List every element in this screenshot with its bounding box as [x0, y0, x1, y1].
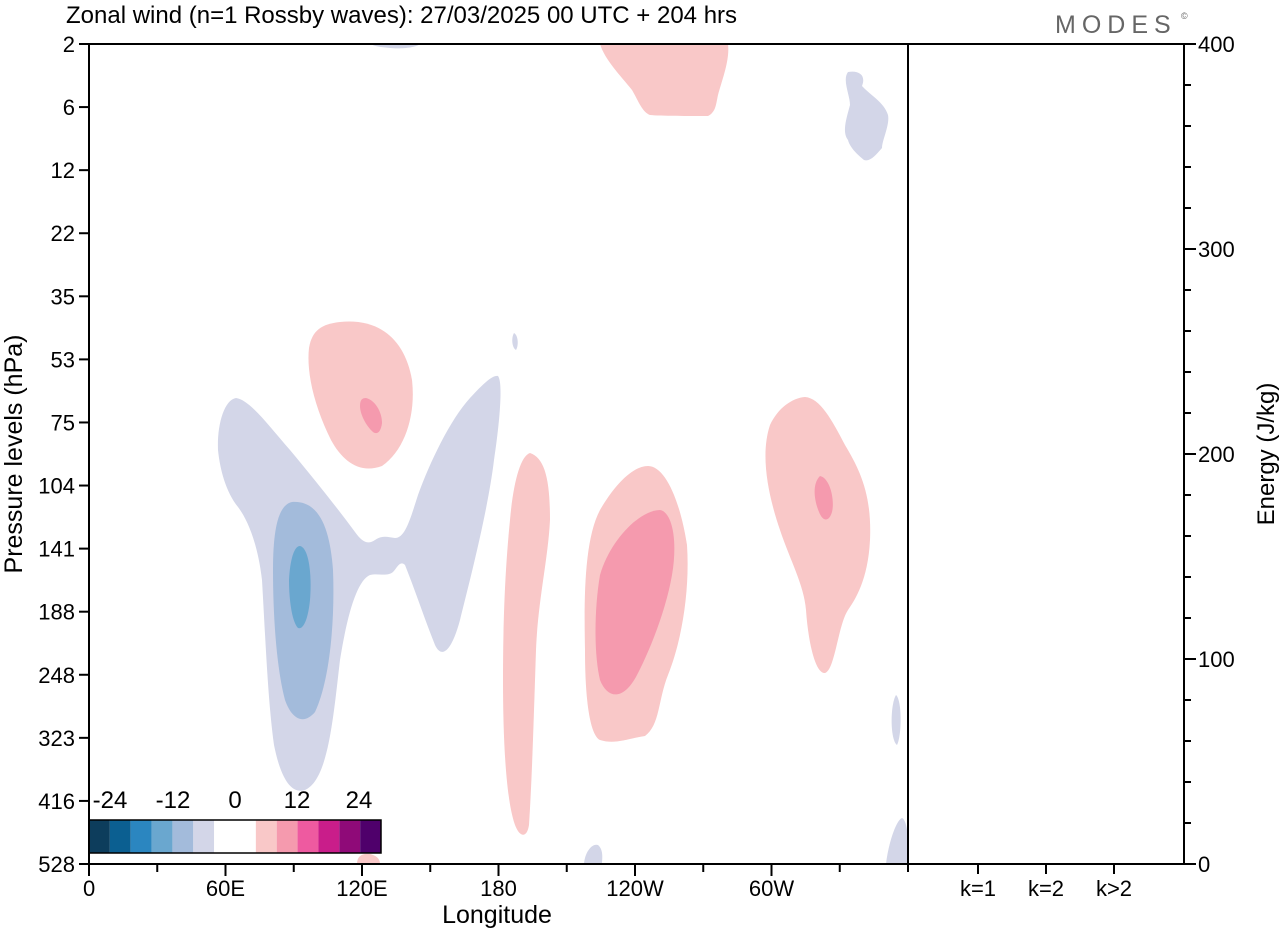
colorbar-labels: -24 -12 0 12 24 — [93, 787, 373, 814]
colorbar-swatch — [339, 820, 361, 853]
energy-bar — [1024, 863, 1068, 864]
x-tick-label: 120W — [606, 876, 664, 901]
y-tick-label: 104 — [38, 474, 75, 499]
energy-tick-label: 400 — [1198, 32, 1235, 57]
energy-category-label: k=2 — [1028, 876, 1064, 901]
negative-anomaly-region — [886, 818, 908, 864]
y-tick-label: 6 — [63, 95, 75, 120]
brand-mark: © — [1181, 11, 1188, 21]
x-tick-label: 180 — [480, 876, 517, 901]
x-tick-label: 60W — [749, 876, 794, 901]
energy-tick-label: 0 — [1198, 852, 1210, 877]
colorbar-swatch — [193, 820, 215, 853]
colorbar — [88, 819, 382, 854]
colorbar-label: 12 — [284, 787, 311, 814]
positive-anomaly-region — [503, 453, 550, 835]
energy-tick-label: 300 — [1198, 237, 1235, 262]
positive-anomaly-region — [595, 510, 675, 695]
colorbar-swatch — [255, 820, 277, 853]
negative-anomaly-region — [584, 844, 603, 864]
x-axis-label: Longitude — [442, 901, 552, 929]
negative-anomaly-region — [512, 333, 518, 350]
colorbar-swatch — [297, 820, 319, 853]
x-tick-label: 0 — [83, 876, 95, 901]
energy-category-label: k>2 — [1096, 876, 1132, 901]
energy-bars — [956, 863, 1136, 864]
positive-anomaly-region — [765, 397, 871, 674]
negative-anomaly-region — [844, 71, 889, 161]
y-tick-label: 53 — [51, 347, 75, 372]
y-tick-label: 12 — [51, 158, 75, 183]
colorbar-label: 24 — [346, 787, 373, 814]
energy-axis: 0 100 200 300 400 k=1 k=2 k>2 — [960, 32, 1235, 901]
pressure-axis: 2 6 12 22 35 53 75 104 141 188 248 323 416 528 — [38, 32, 89, 877]
chart-title: Zonal wind (n=1 Rossby waves): 27/03/202… — [66, 2, 737, 29]
colorbar-swatch — [276, 820, 298, 853]
positive-anomaly-region — [308, 321, 413, 469]
positive-anomaly-region — [357, 853, 380, 864]
y-tick-label: 416 — [38, 789, 75, 814]
colorbar-swatch — [360, 820, 381, 853]
positive-anomaly-region — [600, 44, 729, 116]
y-tick-label: 323 — [38, 726, 75, 751]
negative-anomaly-region — [372, 44, 420, 49]
contour-field — [217, 44, 908, 864]
energy-plot-frame — [907, 43, 1185, 865]
y-tick-label: 35 — [51, 284, 75, 309]
positive-anomaly-region — [360, 398, 382, 434]
colorbar-label: -12 — [156, 787, 191, 814]
colorbar-swatch — [109, 820, 131, 853]
y-tick-label: 22 — [51, 221, 75, 246]
colorbar-swatch — [130, 820, 152, 853]
colorbar-swatch — [235, 820, 256, 853]
brand-logo: MODES — [1055, 11, 1177, 39]
y-tick-label: 75 — [51, 410, 75, 435]
negative-anomaly-region — [891, 695, 901, 745]
longitude-axis: 0 60E 120E 180 120W 60W — [83, 864, 909, 901]
y-axis-label: Pressure levels (hPa) — [0, 335, 28, 574]
negative-anomaly-region — [289, 546, 311, 629]
colorbar-swatch — [214, 820, 235, 853]
y-tick-label: 141 — [38, 537, 75, 562]
x-tick-label: 120E — [336, 876, 387, 901]
y-tick-label: 248 — [38, 663, 75, 688]
colorbar-swatch — [89, 820, 110, 853]
energy-tick-label: 100 — [1198, 647, 1235, 672]
positive-anomaly-region — [814, 476, 833, 520]
energy-axis-label: Energy (J/kg) — [1253, 383, 1280, 526]
colorbar-label: -24 — [93, 787, 128, 814]
energy-tick-label: 200 — [1198, 442, 1235, 467]
y-tick-label: 188 — [38, 600, 75, 625]
colorbar-swatch — [151, 820, 173, 853]
energy-category-label: k=1 — [960, 876, 996, 901]
x-tick-label: 60E — [206, 876, 245, 901]
colorbar-swatch — [318, 820, 340, 853]
colorbar-swatch — [172, 820, 194, 853]
y-tick-label: 2 — [63, 32, 75, 57]
energy-bar — [1092, 863, 1136, 864]
energy-bar — [956, 863, 1000, 864]
colorbar-label: 0 — [228, 787, 241, 814]
y-tick-label: 528 — [38, 852, 75, 877]
